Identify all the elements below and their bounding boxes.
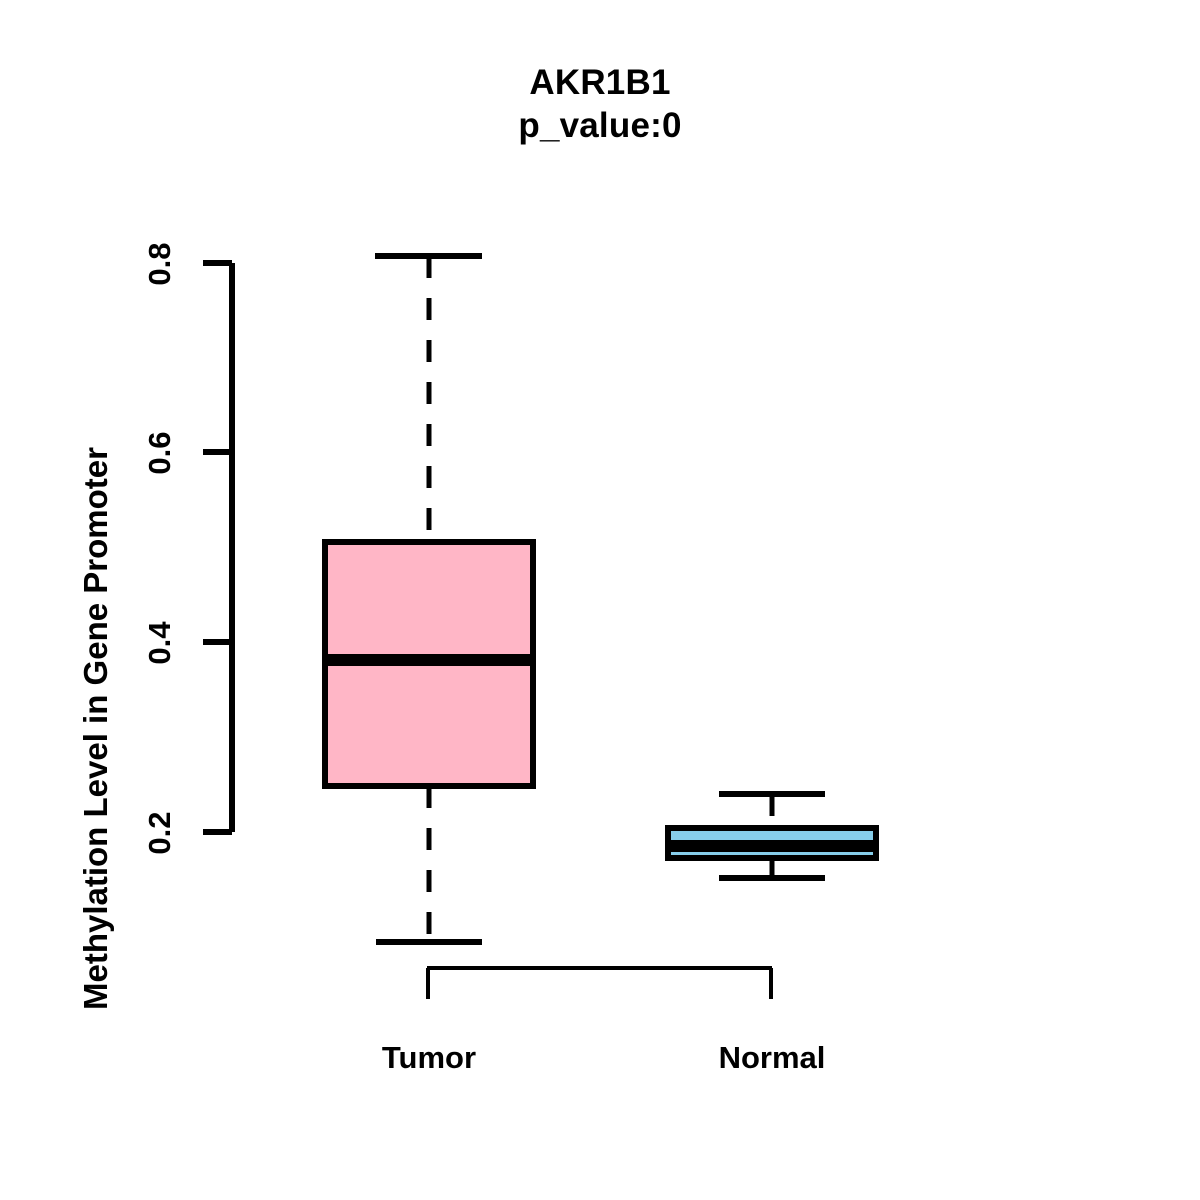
box-normal[interactable] [665,791,879,881]
x-tick-label-normal: Normal [718,1040,826,1075]
box-tumor[interactable] [322,253,536,945]
x-axis [426,966,773,999]
y-axis [203,260,235,835]
x-tick-label-tumor: Tumor [381,1040,477,1075]
